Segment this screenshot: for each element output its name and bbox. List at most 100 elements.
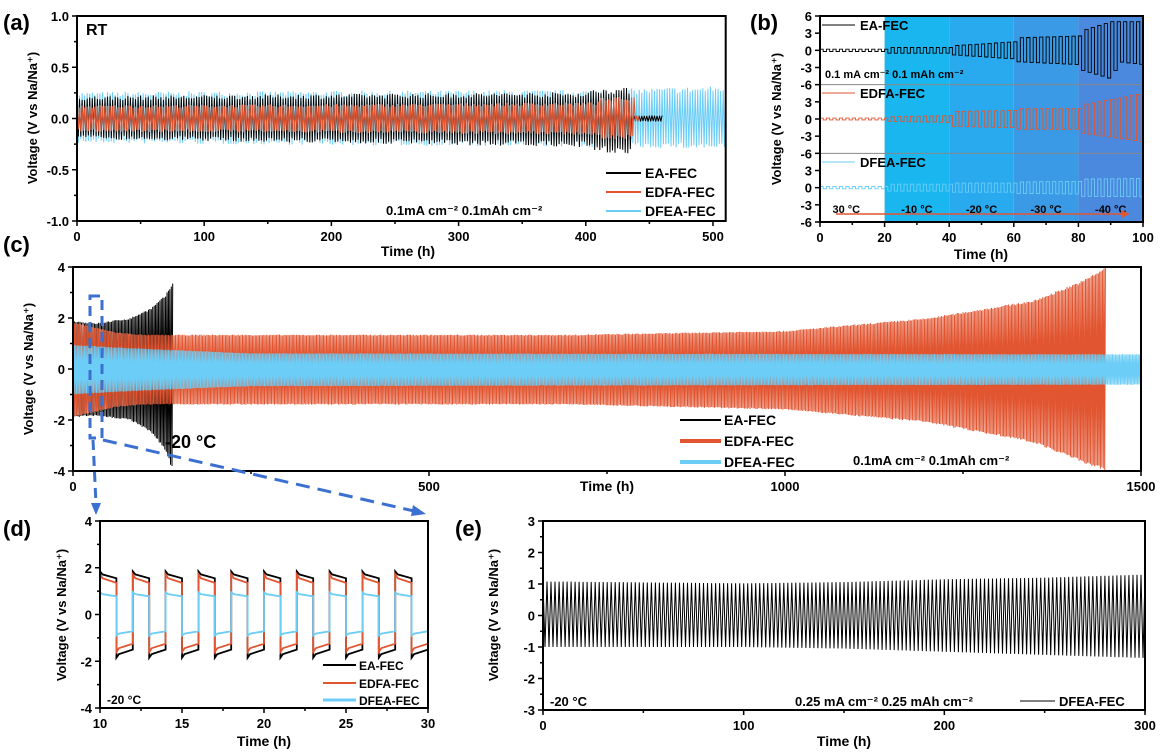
x-tick-label: 0: [73, 229, 80, 244]
y-tick-label: -3: [800, 198, 812, 213]
temperature-label: -40 °C: [1095, 204, 1126, 216]
y-tick-label: -1: [523, 640, 535, 655]
x-axis-label: Time (h): [381, 243, 435, 259]
y-tick-label: -6: [800, 146, 812, 161]
panel-a: 0 100 200 300 400 500 -1.0 -0.5 0.0 0.5 1.0 (a) Time…: [3, 9, 727, 259]
legend-label: EDFA-FEC: [724, 433, 794, 449]
x-tick-label: 300: [1134, 718, 1156, 733]
series-line-dfea-fec: [72, 344, 1142, 395]
y-tick-label: 0.0: [51, 112, 69, 127]
x-tick-label: 60: [1007, 230, 1021, 245]
legend-label: DFEA-FEC: [724, 454, 795, 470]
y-tick-label: -2: [53, 413, 65, 428]
temperature-label: -30 °C: [1030, 204, 1061, 216]
x-tick-label: 20: [257, 716, 271, 731]
current-density-label: 0.25 mA cm⁻² 0.25 mAh cm⁻²: [795, 694, 974, 709]
x-tick-label: 20: [877, 230, 891, 245]
y-tick-label: 3: [805, 26, 812, 41]
x-axis-label: Time (h): [580, 478, 634, 494]
y-axis-label: Voltage (V vs Na/Na⁺): [25, 52, 40, 184]
arrowhead-icon: [411, 505, 426, 516]
x-tick-label: 0: [69, 479, 76, 494]
legend-label: DFEA-FEC: [1059, 694, 1125, 709]
current-density-label: 0.1mA cm⁻² 0.1mAh cm⁻²: [386, 203, 543, 218]
y-tick-label: -6: [800, 78, 812, 93]
legend-label: EDFA-FEC: [860, 86, 926, 101]
temperature-label: -10 °C: [901, 204, 932, 216]
x-tick-label: 40: [942, 230, 956, 245]
x-tick-label: 100: [193, 229, 215, 244]
y-tick-label: -6: [800, 215, 812, 230]
y-tick-label: 1: [528, 577, 535, 592]
x-tick-label: 100: [1132, 230, 1154, 245]
legend-label: EA-FEC: [724, 412, 776, 428]
y-tick-label: -1.0: [47, 214, 69, 229]
y-tick-label: 2: [58, 311, 65, 326]
y-tick-label: -3: [800, 61, 812, 76]
panel-b: 30 °C -10 °C -20 °C -30 °C -40 °C0 20 40 60 80 10…: [750, 9, 1154, 262]
legend-label: DFEA-FEC: [645, 203, 716, 219]
x-tick-label: 300: [448, 229, 470, 244]
series-line-ea-fec: [820, 21, 1144, 79]
y-tick-label: 2: [85, 561, 92, 576]
x-tick-label: 25: [339, 716, 353, 731]
temperature-label: 30 °C: [832, 204, 860, 216]
temperature-label: -20 °C: [165, 432, 216, 452]
y-tick-label: 0: [805, 43, 812, 58]
temperature-arrowhead-icon: [1121, 210, 1130, 218]
panel-label: (a): [3, 10, 30, 35]
y-tick-label: 3: [528, 514, 535, 529]
condition-label: RT: [86, 22, 108, 39]
y-tick-label: -4: [53, 464, 65, 479]
y-tick-label: -0.5: [47, 163, 69, 178]
legend-label: EDFA-FEC: [645, 184, 715, 200]
x-axis-label: Time (h): [817, 733, 871, 749]
x-tick-label: 500: [418, 479, 440, 494]
y-tick-label: 6: [805, 9, 812, 24]
zoom-connector-left: [91, 439, 98, 505]
panel-e: 0 100 200 300 -3 -2 -1 0 1 2 3 (e) Time (h) Voltage (…: [455, 514, 1156, 749]
x-axis-label: Time (h): [237, 733, 291, 749]
y-tick-label: -2: [80, 654, 92, 669]
x-tick-label: 0: [816, 230, 823, 245]
series-line-dfea-fec: [542, 574, 1146, 659]
x-tick-label: 80: [1071, 230, 1085, 245]
legend-label: DFEA-FEC: [860, 155, 926, 170]
temperature-label: -20 °C: [107, 693, 141, 707]
y-tick-label: 0: [805, 112, 812, 127]
y-tick-label: 0: [58, 362, 65, 377]
panel-label: (d): [3, 516, 31, 541]
series-line-edfa-fec: [76, 96, 640, 139]
y-tick-label: -3: [800, 129, 812, 144]
y-tick-label: -2: [523, 672, 535, 687]
y-tick-label: 4: [58, 260, 66, 275]
panel-label: (c): [3, 232, 30, 257]
panel-d: 10 15 20 25 30 -4 -2 0 2 4 (d) Time (h) Voltage (V v…: [3, 514, 435, 749]
y-axis-label: Voltage (V vs Na/Na⁺): [21, 303, 36, 435]
x-tick-label: 0: [539, 718, 546, 733]
y-tick-label: -4: [80, 701, 92, 716]
y-tick-label: 4: [85, 514, 93, 529]
y-tick-label: -3: [523, 703, 535, 718]
arrowhead-icon: [91, 503, 101, 515]
series-line-dfea-fec: [820, 178, 1144, 198]
legend-label: EDFA-FEC: [359, 677, 419, 691]
temperature-label: -20 °C: [966, 204, 997, 216]
series-line-edfa-fec: [820, 93, 1144, 142]
series-line-dfea-fec: [99, 590, 429, 638]
x-tick-label: 400: [575, 229, 597, 244]
y-axis-label: Voltage (V vs Na/Na⁺): [54, 549, 69, 681]
y-tick-label: 3: [805, 95, 812, 110]
x-tick-label: 15: [175, 716, 189, 731]
zoom-region-box: [88, 294, 104, 440]
legend-label: EA-FEC: [860, 18, 909, 33]
zoom-connector-right: [102, 438, 415, 513]
x-tick-label: 100: [733, 718, 755, 733]
x-axis-label: Time (h): [954, 246, 1008, 262]
y-axis-label: Voltage (V vs Na/Na⁺): [769, 53, 784, 185]
current-density-label: 0.1mA cm⁻² 0.1mAh cm⁻²: [853, 453, 1010, 468]
y-tick-label: 0: [528, 609, 535, 624]
panel-label: (e): [455, 516, 482, 541]
y-tick-label: 2: [528, 546, 535, 561]
